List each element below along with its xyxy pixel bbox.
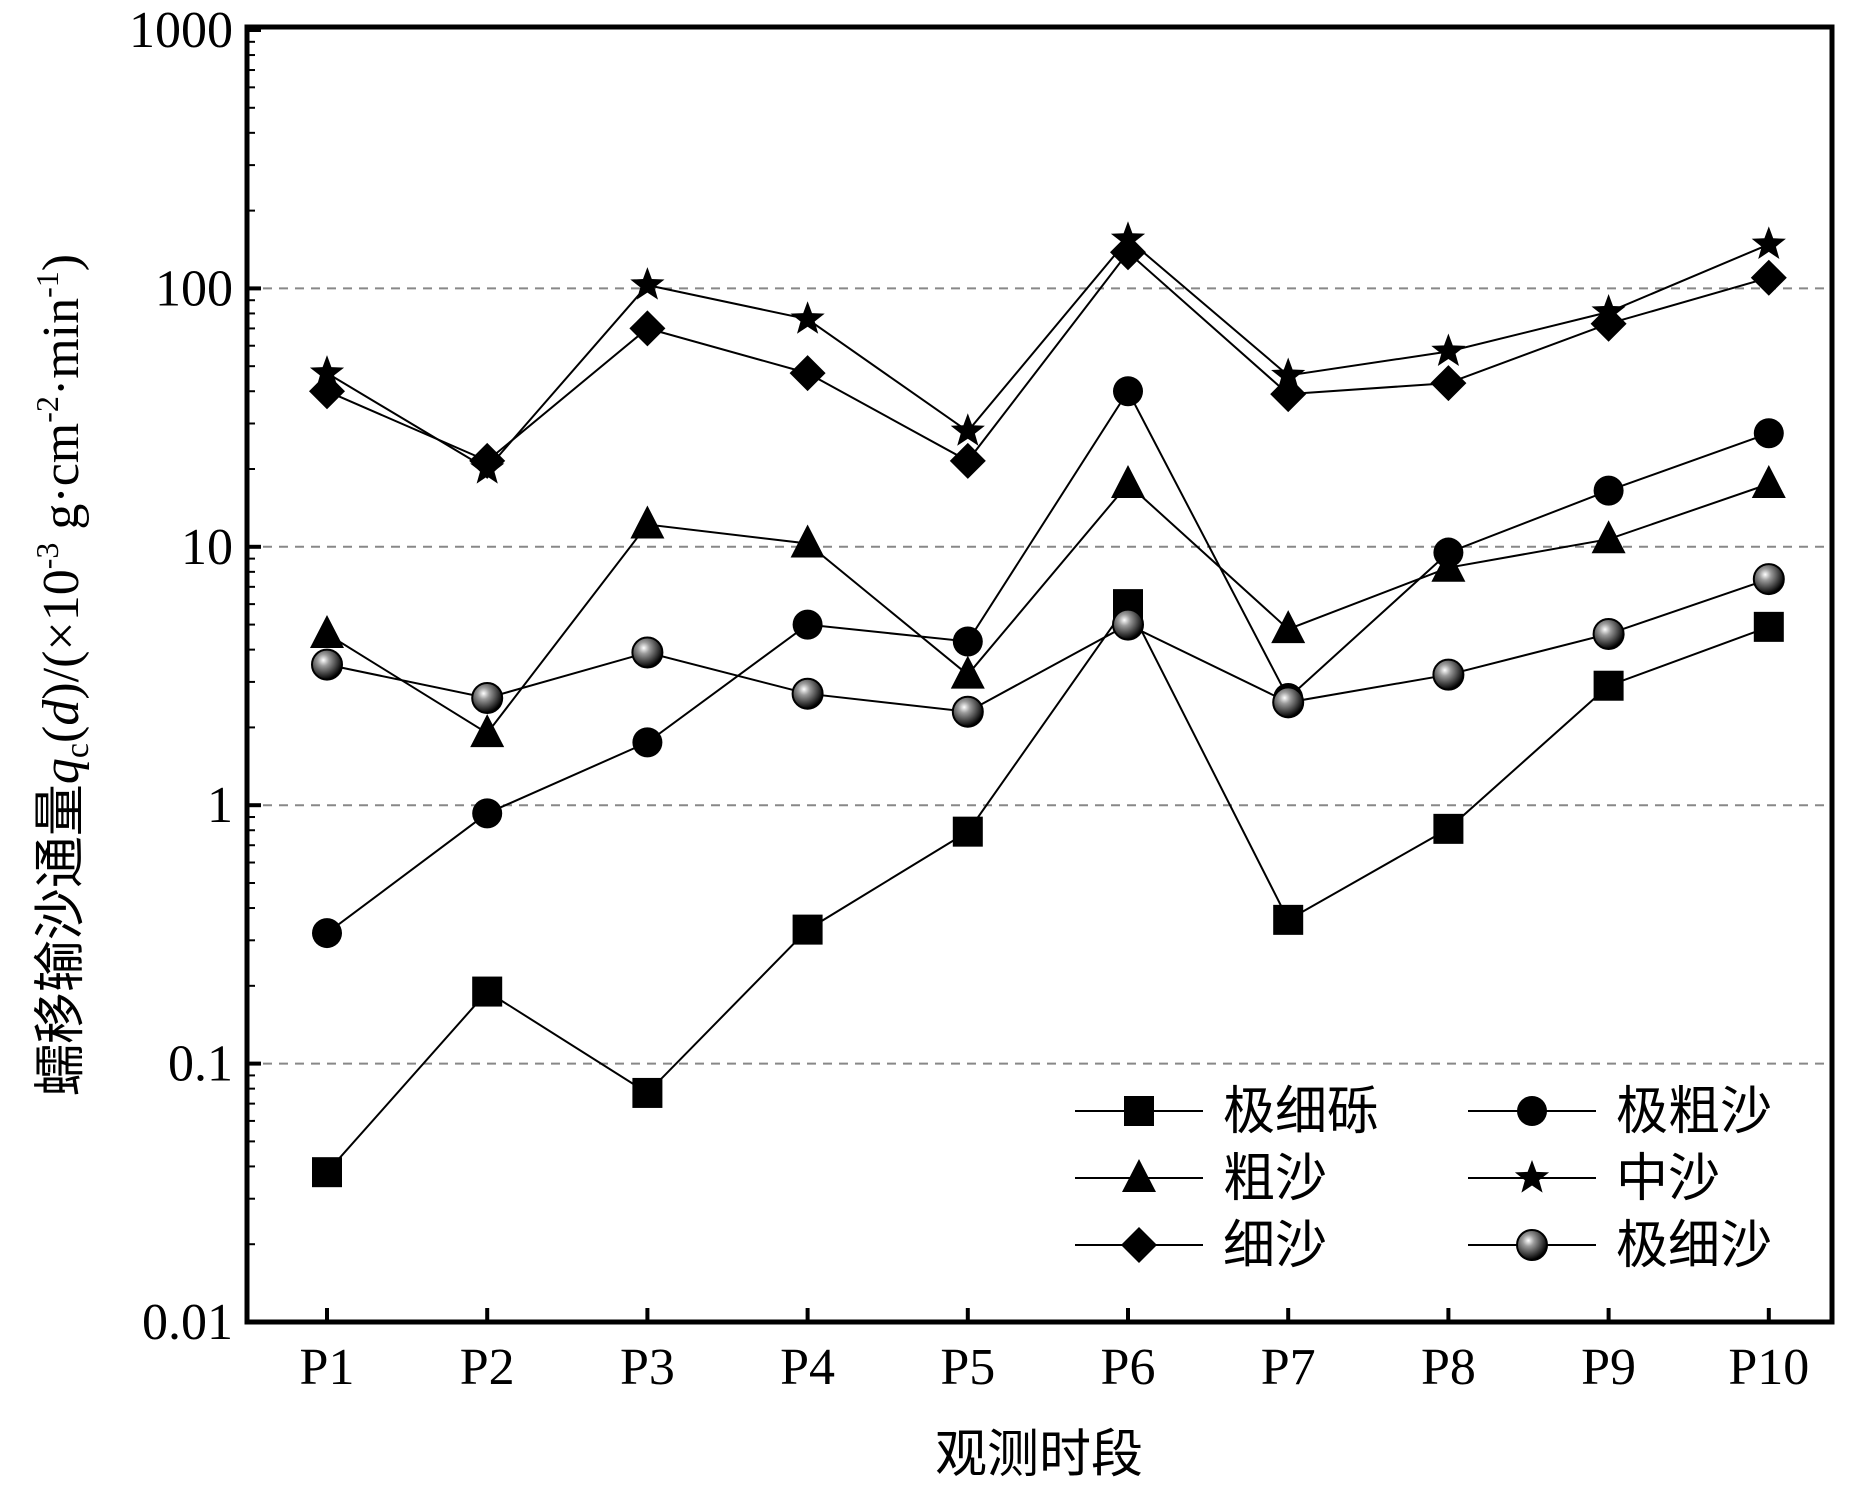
series-2-point-P10: [1753, 418, 1784, 449]
series-1-point-P2: [472, 976, 503, 1007]
legend-label-4: 中沙: [1616, 1149, 1720, 1209]
series-5-point-P10: [1750, 259, 1787, 296]
series-line-4: [326, 237, 1770, 471]
series-6-point-P4: [791, 677, 824, 710]
series-5-point-P6: [1110, 234, 1146, 271]
series-4-point-P5: [950, 413, 985, 446]
legend-label-6: 极细沙: [1616, 1216, 1772, 1276]
y-tick-label-1000: 1000: [129, 2, 233, 59]
legend-marker-6: [1516, 1229, 1548, 1261]
legend-marker-4: [1514, 1160, 1550, 1193]
series-3-point-P2: [470, 714, 505, 748]
series-6-point-P2: [471, 681, 504, 714]
y-tick-label-10: 10: [181, 519, 233, 576]
series-6-point-P6: [1112, 608, 1144, 641]
series-4-point-P4: [790, 301, 825, 334]
series-line-1: [326, 602, 1770, 1173]
x-tick-label-P6: P6: [1101, 1339, 1156, 1396]
series-5-point-P7: [1270, 376, 1307, 413]
legend-label-1: 极细砾: [1223, 1082, 1379, 1142]
x-axis-ticks: P1 P2 P3 P4 P5 P6 P7 P8 P9 P10: [300, 1308, 1809, 1396]
series-6-point-P3: [631, 636, 664, 669]
gridlines: [247, 287, 1832, 1065]
series-5-point-P5: [949, 442, 986, 479]
x-tick-label-P8: P8: [1421, 1339, 1476, 1396]
series-3-point-P3: [630, 505, 665, 539]
series-5-point-P8: [1430, 365, 1467, 402]
series-1-point-P9: [1593, 670, 1624, 701]
series-line-6: [326, 578, 1770, 713]
x-tick-label-P4: P4: [780, 1339, 835, 1396]
series-5-point-P2: [469, 442, 506, 479]
x-tick-label-P7: P7: [1261, 1339, 1316, 1396]
series-3-point-P5: [950, 655, 985, 689]
series-2-point-P9: [1593, 475, 1624, 506]
series-3-point-P7: [1271, 610, 1306, 644]
x-tick-label-P3: P3: [620, 1339, 675, 1396]
series-5-point-P3: [629, 310, 666, 347]
series-1-point-P1: [312, 1157, 342, 1188]
series-2-point-P1: [312, 918, 342, 949]
series-line-5: [326, 250, 1770, 463]
legend-marker-1: [1124, 1096, 1154, 1126]
legend-marker-2: [1517, 1096, 1547, 1126]
series-4-point-P10: [1751, 226, 1786, 259]
y-tick-label-0.01: 0.01: [142, 1294, 233, 1351]
x-tick-label-P2: P2: [460, 1339, 515, 1396]
series-3-point-P6: [1111, 464, 1145, 498]
series-6-point-P7: [1272, 686, 1305, 719]
legend-marker-5: [1121, 1227, 1157, 1263]
series-2-point-P2: [472, 798, 503, 829]
series-3-point-P9: [1591, 520, 1626, 554]
series-1-point-P7: [1273, 904, 1304, 935]
series-2-point-P3: [632, 727, 663, 758]
series-2-point-P5: [952, 626, 983, 657]
x-tick-label-P10: P10: [1728, 1339, 1809, 1396]
series-4-point-P3: [630, 267, 665, 300]
series-4-point-P1: [309, 355, 345, 388]
series-line-2: [326, 389, 1770, 934]
x-tick-label-P9: P9: [1581, 1339, 1636, 1396]
y-axis-title: 蠕移输沙通量qc(d)/(×10-3 g·cm-2·min-1): [29, 254, 96, 1096]
series-6-point-P10: [1752, 563, 1785, 596]
series-4-point-P7: [1271, 357, 1306, 391]
series-5-point-P4: [789, 355, 826, 392]
series-1-point-P8: [1433, 813, 1464, 844]
series-1-point-P4: [792, 914, 823, 945]
series-3-point-P10: [1751, 464, 1786, 498]
legend-label-5: 细沙: [1223, 1216, 1327, 1276]
series-5-point-P1: [309, 373, 345, 410]
x-axis-title: 观测时段: [935, 1425, 1143, 1485]
series-lines: [326, 237, 1770, 1173]
series-1-point-P5: [952, 816, 983, 847]
series-6-point-P9: [1592, 617, 1625, 650]
series-4-point-P8: [1431, 333, 1466, 366]
legend-label-3: 粗沙: [1223, 1149, 1327, 1209]
series-3-point-P8: [1431, 548, 1466, 582]
series-3-point-P1: [310, 614, 344, 648]
x-tick-label-P5: P5: [940, 1339, 995, 1396]
series-2-point-P6: [1113, 376, 1143, 407]
series-6-point-P8: [1432, 658, 1465, 691]
y-tick-label-0.1: 0.1: [168, 1036, 233, 1093]
series-5-point-P9: [1590, 305, 1627, 342]
series-line-3: [326, 482, 1770, 735]
series-2-point-P4: [792, 609, 823, 640]
series-1-point-P3: [632, 1077, 663, 1108]
series-markers: [309, 221, 1787, 1188]
series-6-point-P5: [951, 695, 984, 728]
plot-frame: [244, 24, 1835, 1325]
y-tick-label-1: 1: [207, 777, 233, 834]
x-tick-label-P1: P1: [300, 1339, 355, 1396]
series-1-point-P10: [1753, 611, 1784, 642]
series-3-point-P4: [790, 524, 825, 558]
y-axis-ticks: 0.01 0.1 1 10 100 1000: [129, 2, 261, 1351]
y-tick-label-100: 100: [155, 260, 233, 317]
series-6-point-P1: [311, 648, 343, 681]
legend-label-2: 极粗沙: [1616, 1082, 1772, 1142]
legend-marker-3: [1122, 1159, 1156, 1192]
